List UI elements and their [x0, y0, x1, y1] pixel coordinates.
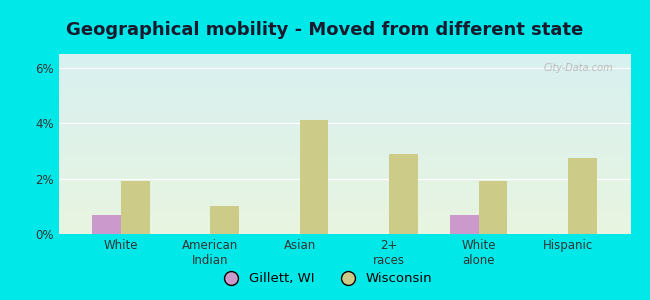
- Text: City-Data.com: City-Data.com: [543, 63, 614, 73]
- Bar: [568, 158, 597, 234]
- Bar: [478, 182, 507, 234]
- Bar: [121, 182, 150, 234]
- Bar: [389, 154, 418, 234]
- Bar: [92, 214, 121, 234]
- Text: Geographical mobility - Moved from different state: Geographical mobility - Moved from diffe…: [66, 21, 584, 39]
- Legend: Gillett, WI, Wisconsin: Gillett, WI, Wisconsin: [212, 267, 438, 290]
- Bar: [300, 121, 328, 234]
- Bar: [450, 214, 478, 234]
- Bar: [211, 206, 239, 234]
